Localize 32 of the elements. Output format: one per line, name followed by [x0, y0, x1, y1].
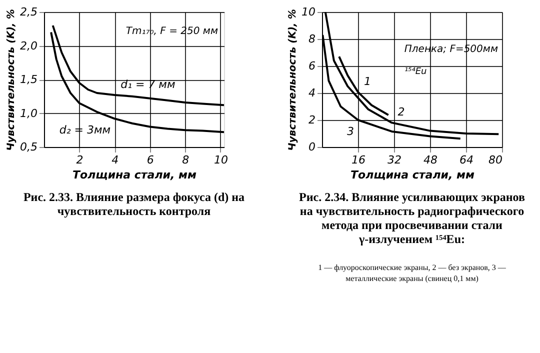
y-tick-label: 2,0 [20, 39, 38, 52]
y-tick-label: 2,5 [20, 6, 38, 18]
x-tick-label: 4 [112, 154, 119, 166]
y-tick-label: 2 [308, 114, 316, 126]
text: Рис. 2.33. Влияние размера фокуса (d) на чувствительность контроля [23, 190, 245, 218]
x-axis-title: Толщина стали, мм [72, 168, 196, 182]
x-tick-label: 16 [352, 154, 366, 166]
y-tick-label: 0 [308, 140, 316, 154]
x-tick-label: 2 [76, 154, 84, 166]
annotation: ¹⁵⁴Eu [404, 67, 427, 77]
series-label: 3 [347, 125, 354, 138]
y-tick-label: 8 [308, 32, 316, 46]
y-axis-title: Чувствительность (K), % [6, 9, 18, 151]
series-label: 1 [364, 75, 371, 88]
x-tick-label: 64 [460, 154, 474, 166]
y-tick-label: 1,5 [20, 73, 38, 86]
x-tick-label: 48 [424, 154, 438, 166]
text: Рис. 2.34. Влияние усиливающих экранов на чувствительность радиографического метода при просвечивании стали γ-излучением ¹⁵⁴Eu: [299, 190, 526, 246]
x-tick-label: 8 [182, 154, 190, 166]
x-tick-label: 80 [488, 154, 502, 166]
series-label: 2 [398, 106, 405, 119]
y-tick-label: 0,5 [20, 140, 38, 154]
x-tick-label: 32 [388, 154, 402, 166]
y-tick-label: 4 [308, 86, 316, 100]
y-tick-label: 6 [308, 60, 316, 72]
x-tick-label: 6 [146, 154, 154, 166]
x-tick-label: 10 [214, 154, 228, 166]
y-tick-label: 1,0 [20, 106, 38, 120]
text: 1 — флуороскопические экраны, 2 — без экранов, 3 — металлические экраны (свинец 0,1 мм) [318, 263, 507, 283]
y-axis-title: Чувствительность (K), % [288, 9, 299, 151]
y-tick-label: 10 [302, 6, 316, 18]
x-axis-title: Толщина стали, мм [350, 168, 474, 182]
